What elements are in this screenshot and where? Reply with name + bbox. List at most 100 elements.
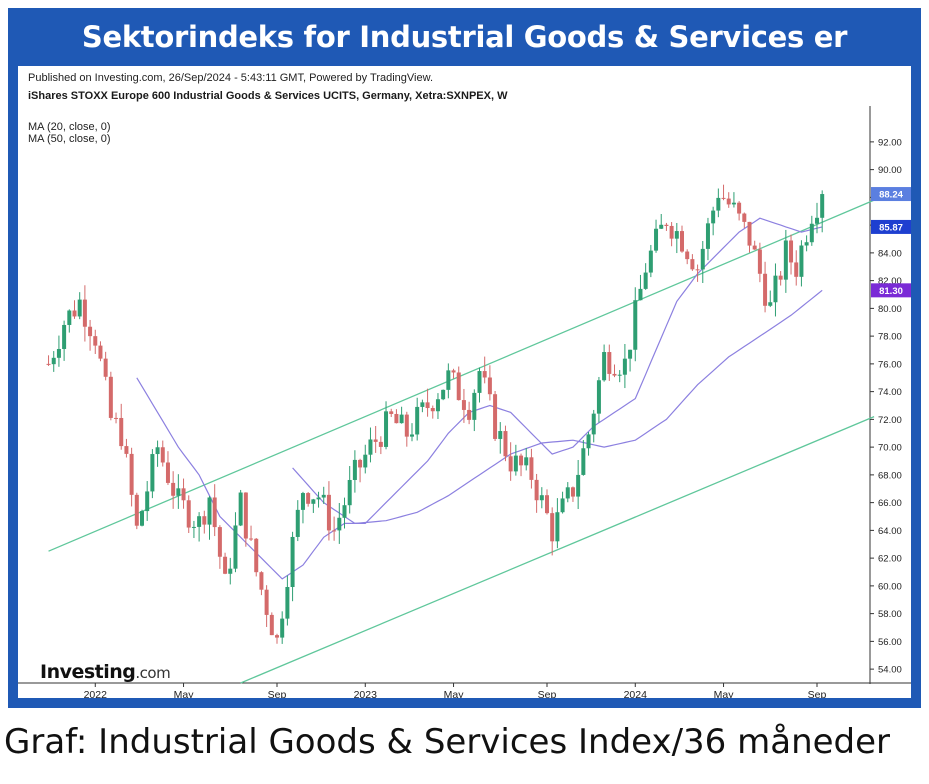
candle-body bbox=[72, 310, 77, 317]
candle-body bbox=[275, 635, 279, 638]
candle-body bbox=[648, 250, 653, 273]
candle-body bbox=[664, 224, 669, 226]
candle-body bbox=[539, 495, 544, 501]
candle-body bbox=[560, 498, 565, 513]
y-tick-label: 64.00 bbox=[878, 526, 902, 537]
candle-body bbox=[98, 345, 103, 359]
ma50-line bbox=[292, 289, 823, 525]
candle-body bbox=[519, 455, 524, 466]
candle-body bbox=[150, 454, 155, 492]
y-tick-label: 90.00 bbox=[878, 165, 902, 176]
y-tick-label: 92.00 bbox=[878, 137, 902, 148]
x-tick-label: 2024 bbox=[624, 689, 648, 698]
candle-body bbox=[77, 299, 82, 317]
last-price-tag: 88.24 bbox=[879, 190, 903, 201]
candle-body bbox=[425, 402, 430, 409]
candle-body bbox=[62, 324, 67, 349]
y-tick-label: 70.00 bbox=[878, 443, 902, 454]
candle-body bbox=[669, 225, 674, 239]
candle-body bbox=[332, 530, 337, 532]
candle-body bbox=[243, 492, 248, 539]
y-tick-label: 84.00 bbox=[878, 248, 902, 259]
candle-body bbox=[347, 479, 352, 506]
candle-body bbox=[586, 434, 591, 449]
candle-body bbox=[498, 431, 503, 439]
candle-body bbox=[596, 380, 601, 414]
candle-body bbox=[108, 376, 113, 418]
candle-body bbox=[280, 618, 285, 638]
candle-body bbox=[555, 512, 560, 542]
candle-body bbox=[93, 336, 98, 346]
candle-body bbox=[461, 400, 466, 410]
candle-body bbox=[300, 493, 305, 510]
y-tick-label: 72.00 bbox=[878, 415, 902, 426]
ma20-tag: 85.87 bbox=[879, 222, 903, 233]
candle-body bbox=[534, 479, 539, 501]
candle-body bbox=[51, 357, 56, 365]
candle-body bbox=[695, 269, 700, 271]
candle-body bbox=[435, 399, 440, 412]
candle-body bbox=[799, 245, 804, 277]
x-tick-label: 2023 bbox=[354, 689, 378, 698]
candle-body bbox=[238, 492, 243, 526]
candle-body bbox=[778, 275, 783, 280]
candle-body bbox=[451, 370, 456, 373]
candle-body bbox=[472, 392, 477, 420]
candle-body bbox=[88, 326, 93, 337]
candle-body bbox=[674, 231, 679, 239]
candle-body bbox=[410, 434, 414, 437]
x-tick-label: May bbox=[444, 689, 465, 698]
candle-body bbox=[114, 417, 119, 419]
candle-body bbox=[789, 240, 794, 263]
candle-body bbox=[103, 358, 108, 377]
chart-frame: Sektorindeks for Industrial Goods & Serv… bbox=[8, 8, 921, 708]
candle-body bbox=[815, 217, 819, 224]
x-tick-label: May bbox=[714, 689, 735, 698]
candle-body bbox=[638, 288, 643, 301]
candle-body bbox=[612, 373, 617, 376]
candle-body bbox=[223, 556, 228, 574]
candle-body bbox=[389, 411, 394, 414]
candle-body bbox=[446, 370, 451, 390]
candle-body bbox=[176, 488, 181, 496]
candle-body bbox=[747, 221, 752, 246]
x-tick-label: Sep bbox=[808, 689, 827, 698]
banner-title: Sektorindeks for Industrial Goods & Serv… bbox=[81, 20, 848, 112]
candle-body bbox=[570, 487, 575, 497]
candle-body bbox=[545, 495, 549, 514]
candle-body bbox=[363, 454, 368, 468]
candle-body bbox=[56, 348, 61, 358]
candle-body bbox=[358, 459, 363, 468]
candle-body bbox=[134, 494, 139, 526]
chart-area: Published on Investing.com, 26/Sep/2024 … bbox=[18, 66, 911, 698]
candle-body bbox=[773, 275, 778, 303]
candle-body bbox=[415, 406, 420, 435]
candle-body bbox=[757, 249, 762, 274]
candle-body bbox=[685, 251, 690, 260]
x-tick-label: May bbox=[174, 689, 195, 698]
candle-body bbox=[565, 487, 570, 499]
candle-body bbox=[768, 302, 773, 306]
candle-body bbox=[726, 198, 731, 205]
candle-body bbox=[368, 439, 373, 455]
candle-body bbox=[207, 497, 212, 525]
y-tick-label: 76.00 bbox=[878, 359, 902, 370]
candle-body bbox=[752, 245, 757, 250]
ma20-legend: MA (20, close, 0) bbox=[28, 121, 111, 133]
candle-body bbox=[654, 228, 659, 251]
candle-body bbox=[326, 494, 331, 531]
y-tick-label: 54.00 bbox=[878, 665, 902, 676]
candle-body bbox=[820, 194, 825, 218]
candle-body bbox=[503, 431, 508, 457]
candle-body bbox=[269, 614, 274, 636]
ma50-tag: 81.30 bbox=[879, 286, 903, 297]
candle-body bbox=[622, 358, 627, 375]
candle-body bbox=[467, 409, 472, 420]
y-tick-label: 66.00 bbox=[878, 498, 902, 509]
candle-body bbox=[607, 352, 612, 374]
candle-body bbox=[119, 417, 124, 447]
candle-body bbox=[186, 500, 191, 528]
ma20-line bbox=[136, 217, 823, 580]
candle-body bbox=[493, 394, 498, 439]
candle-body bbox=[290, 536, 295, 588]
